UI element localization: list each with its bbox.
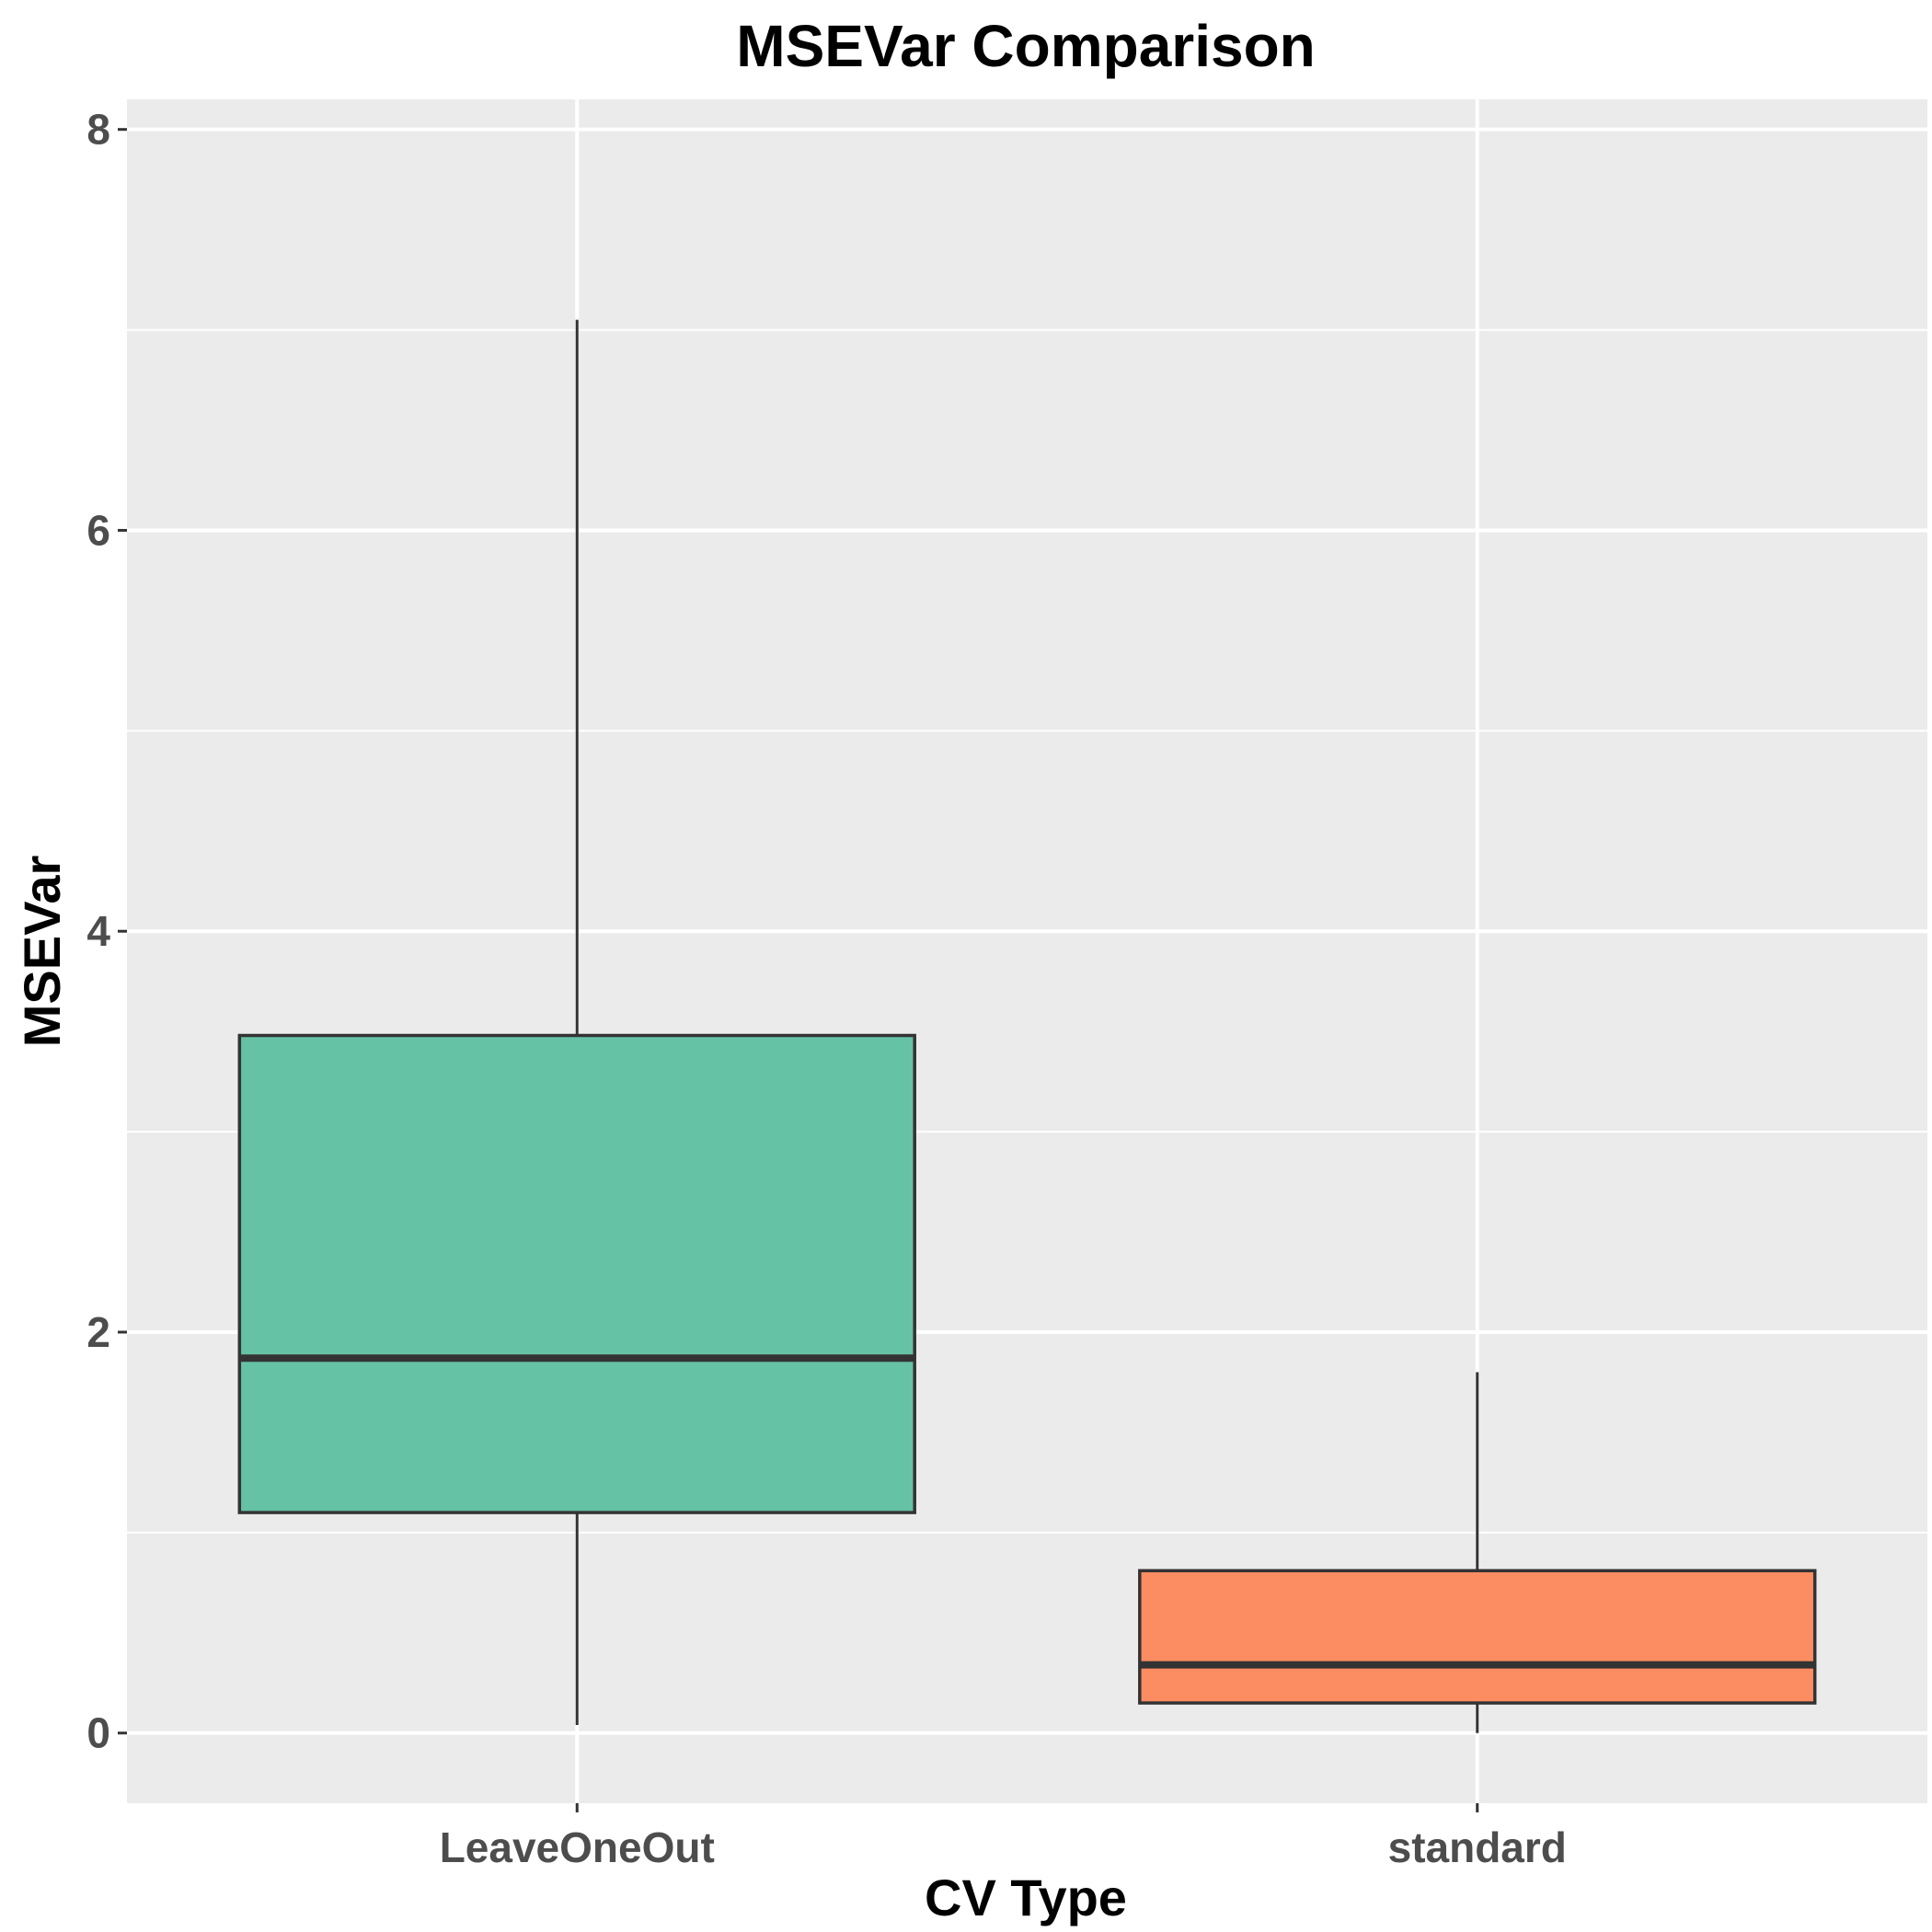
box-LeaveOneOut (237, 319, 916, 1726)
y-tick-label: 6 (86, 506, 110, 554)
y-tick-label: 2 (86, 1308, 110, 1356)
box-rect (1138, 1569, 1817, 1705)
box-standard (1138, 1372, 1817, 1733)
x-tick-label: LeaveOneOut (440, 1823, 715, 1871)
y-tick-label: 8 (86, 106, 110, 154)
y-axis-title: MSEVar (13, 856, 71, 1048)
chart-title: MSEVar Comparison (736, 13, 1316, 79)
plot-panel (127, 99, 1927, 1803)
x-axis-title: CV Type (925, 1869, 1127, 1926)
y-tick-label: 4 (86, 907, 110, 955)
x-tick-label: standard (1388, 1823, 1567, 1871)
y-tick-label: 0 (86, 1709, 110, 1757)
axis-ticks: 0 2 4 6 8 LeaveOneOut standard (86, 106, 1566, 1871)
boxes (237, 319, 1817, 1733)
box-rect (237, 1033, 916, 1514)
